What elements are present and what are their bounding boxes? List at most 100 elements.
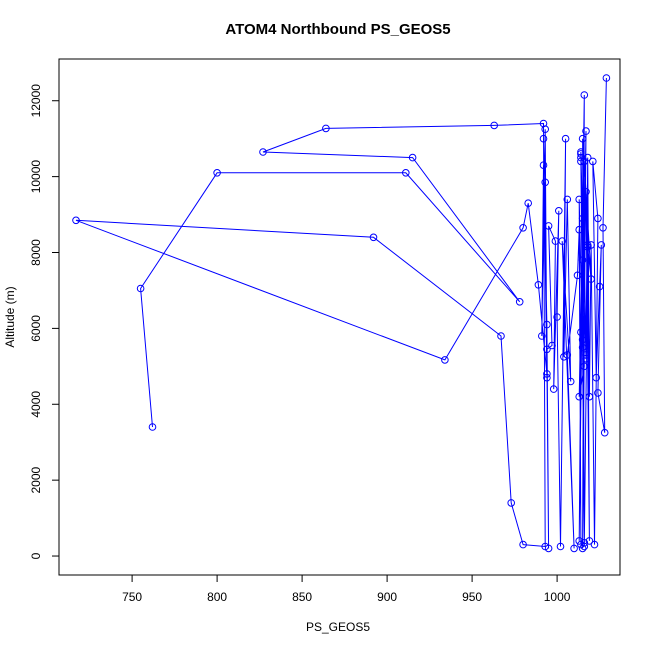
data-point [519,540,527,549]
data-point [589,157,597,166]
data-point [585,537,594,545]
data-point [213,169,221,177]
series-layer [72,74,611,553]
data-point [578,134,587,143]
y-tick-label: 4000 [29,391,43,418]
series-line [75,77,607,549]
data-point [539,134,548,143]
data-point [575,195,584,204]
x-tick-label: 800 [207,590,227,604]
data-point [587,241,595,249]
data-point [578,214,587,223]
data-point [543,370,551,378]
data-point [566,377,575,386]
y-tick-label: 8000 [29,239,43,266]
data-point [577,148,585,156]
data-point [369,233,378,242]
data-point [594,214,602,223]
data-point [408,153,417,162]
data-point [553,313,561,321]
data-point [519,224,527,232]
chart-title: ATOM4 Northbound PS_GEOS5 [225,21,450,38]
x-tick-label: 1000 [544,590,571,604]
data-point [555,207,563,215]
data-point [541,125,550,133]
y-tick-label: 12000 [29,84,43,118]
data-point [515,298,524,306]
data-point [539,161,548,169]
data-point [563,195,572,204]
data-point [580,539,589,547]
data-point [549,385,558,393]
data-point [580,91,589,99]
data-point [136,284,145,293]
data-point [583,241,592,249]
x-tick-label: 900 [377,590,397,604]
data-point [578,336,587,344]
data-point [580,362,589,371]
data-point [573,271,582,280]
x-tick-label: 750 [122,590,142,604]
data-point [597,241,606,249]
data-point [585,392,594,401]
data-point [578,343,587,352]
data-point [577,150,585,158]
data-point [580,542,589,551]
data-point [541,178,550,187]
y-tick-label: 10000 [29,160,43,194]
data-point [583,153,592,162]
data-point [534,281,543,289]
data-point [587,275,595,283]
data-point [544,222,553,230]
data-point [575,225,584,234]
data-point [577,328,585,337]
data-point [594,389,602,397]
data-point [72,216,80,225]
x-axis-label: PS_GEOS5 [306,620,370,634]
data-point [524,199,533,207]
data-point [570,544,578,553]
y-tick-label: 0 [29,552,43,559]
data-point [563,351,572,359]
data-point [578,544,587,553]
data-point [544,544,553,553]
data-point [507,499,516,507]
data-point [582,127,590,135]
data-point [595,282,604,291]
x-tick-label: 950 [462,590,482,604]
data-point [543,345,551,354]
y-tick-label: 2000 [29,466,43,493]
data-point [148,423,157,431]
data-point [548,341,556,350]
data-point [543,320,551,329]
data-point [602,74,611,82]
data-point [558,237,567,245]
data-point [578,256,587,264]
x-axis: 750 800 850 900 950 1000 [122,574,571,604]
y-axis-label: Altitude (m) [3,286,17,347]
data-point [600,428,609,437]
data-point [590,540,599,549]
data-point [543,373,551,382]
data-point [575,537,584,545]
data-point [490,121,499,130]
data-point [599,224,607,232]
data-point [539,119,548,128]
data-point [592,373,601,382]
data-point [441,356,449,364]
x-tick-label: 850 [292,590,312,604]
data-point [582,354,590,363]
y-tick-label: 6000 [29,315,43,342]
data-point [497,332,505,340]
data-point [556,542,565,551]
data-point [402,169,410,177]
data-point [538,332,546,340]
y-axis: 0 2000 4000 6000 8000 10000 12000 [29,84,60,559]
data-point [561,134,570,143]
data-point [575,392,584,401]
data-point [582,351,590,359]
data-point [259,148,267,156]
data-point [577,157,585,166]
data-point [322,124,330,133]
